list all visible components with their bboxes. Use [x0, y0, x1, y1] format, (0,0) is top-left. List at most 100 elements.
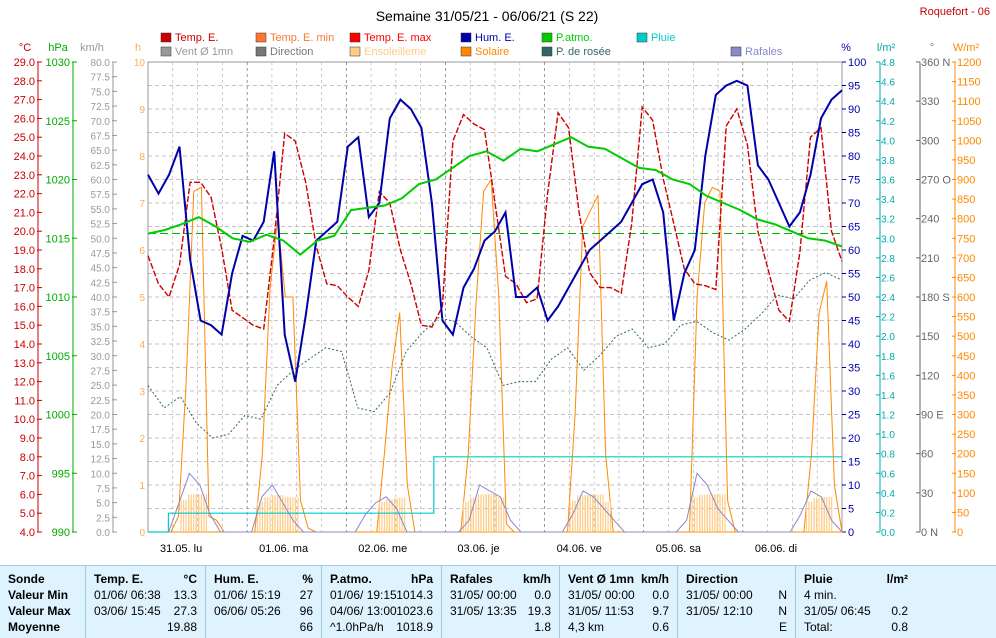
kmh-tick-label: 65.0 — [91, 146, 111, 157]
temp-max-value: 27.3 — [173, 604, 197, 618]
temp-tick-label: 26.0 — [14, 113, 35, 125]
temp-tick-label: 19.0 — [14, 245, 35, 257]
h-tick-label: 1 — [139, 481, 145, 492]
wind-distance: 4,3 km — [568, 620, 605, 634]
rain-tick-label: 1.2 — [881, 411, 895, 422]
legend-label: Temp. E. min — [270, 32, 334, 44]
rain-tick-label: 3.4 — [881, 195, 895, 206]
chart-axes: 4.05.06.07.08.09.010.011.012.013.014.015… — [14, 57, 982, 555]
pct-tick-label: 25 — [848, 410, 860, 422]
rain-tick-label: 2.2 — [881, 313, 895, 324]
temp-tick-label: 18.0 — [14, 264, 35, 276]
press-max-value: 1023.6 — [396, 604, 433, 618]
summary-hum: Hum. E.% 01/06/ 15:19 27 06/06/ 05:26 96 6… — [206, 566, 322, 638]
pct-tick-label: 30 — [848, 386, 860, 398]
h-tick-label: 0 — [139, 528, 145, 539]
day-label: 05.06. sa — [656, 543, 702, 555]
legend-label: P.atmo. — [556, 32, 593, 44]
rain-max-value: 0.2 — [891, 604, 908, 618]
dir-tick-label: 300 — [921, 135, 939, 147]
hum-unit-header: % — [302, 572, 313, 586]
temp-tick-label: 7.0 — [20, 471, 35, 483]
wm2-tick-label: 750 — [957, 233, 975, 245]
legend-label: Rafales — [745, 46, 783, 58]
kmh-tick-label: 42.5 — [91, 278, 111, 289]
temp-tick-label: 13.0 — [14, 358, 35, 370]
temp-tick-label: 23.0 — [14, 170, 35, 182]
hpa-tick-label: 1025 — [46, 116, 70, 128]
solar-line — [148, 177, 843, 533]
hum-max-time: 06/06/ 05:26 — [214, 604, 281, 618]
chart-grid — [147, 61, 843, 533]
legend-swatch — [349, 46, 361, 57]
summary-rain: Pluie l/m² 4 min. 31/05/ 06:45 0.2 Total: 0… — [796, 566, 916, 638]
day-label: 02.06. me — [358, 543, 407, 555]
press-avg-value: 1018.9 — [396, 620, 433, 634]
pct-tick-label: 70 — [848, 198, 860, 210]
temp-tick-label: 9.0 — [20, 433, 35, 445]
dir-min-value: N — [778, 588, 787, 602]
rain-tick-label: 1.4 — [881, 391, 895, 402]
rain-tick-label: 1.6 — [881, 371, 895, 382]
dir-tick-label: 30 — [921, 488, 933, 500]
pct-tick-label: 75 — [848, 175, 860, 187]
press-min-value: 1014.3 — [396, 588, 433, 602]
max-label: Valeur Max — [8, 604, 71, 618]
temp-tick-label: 8.0 — [20, 452, 35, 464]
rain-tick-label: 0.6 — [881, 469, 895, 480]
plot-area — [147, 79, 843, 533]
day-label: 04.06. ve — [557, 543, 602, 555]
wm2-tick-label: 500 — [957, 331, 975, 343]
h-tick-label: 3 — [139, 387, 145, 398]
wm2-tick-label: 1050 — [957, 116, 981, 128]
wm2-tick-label: 950 — [957, 155, 975, 167]
rain-tick-label: 4.0 — [881, 136, 895, 147]
avg-label: Moyenne — [8, 620, 61, 634]
pct-tick-label: 20 — [848, 433, 860, 445]
h-unit: h — [135, 42, 141, 54]
summary-sonde: Sonde Valeur Min Valeur Max Moyenne — [0, 566, 86, 638]
legend-swatch — [460, 32, 472, 43]
kmh-tick-label: 15.0 — [91, 440, 111, 451]
wm2-tick-label: 1000 — [957, 135, 981, 147]
rain-tick-label: 2.0 — [881, 332, 895, 343]
temp-tick-label: 25.0 — [14, 132, 35, 144]
temp-tick-label: 28.0 — [14, 76, 35, 88]
rain-tick-label: 3.6 — [881, 176, 895, 187]
rain-tick-label: 4.8 — [881, 58, 895, 69]
legend-swatch — [160, 46, 172, 57]
wind-header: Vent Ø 1mn — [568, 572, 635, 586]
wm2-tick-label: 700 — [957, 253, 975, 265]
rain-max-time: 31/05/ 06:45 — [804, 604, 871, 618]
rain-tick-label: 3.0 — [881, 234, 895, 245]
day-label: 01.06. ma — [259, 543, 309, 555]
rain-tick-label: 0.4 — [881, 489, 895, 500]
pct-tick-label: 95 — [848, 81, 860, 93]
wm2-tick-label: 50 — [957, 507, 969, 519]
pct-tick-label: 80 — [848, 151, 860, 163]
wm2-tick-label: 0 — [957, 527, 963, 539]
temp-min-time: 01/06/ 06:38 — [94, 588, 161, 602]
hpa-tick-label: 1020 — [46, 175, 70, 187]
kmh-tick-label: 30.0 — [91, 352, 111, 363]
dir-tick-label: 210 — [921, 253, 939, 265]
wm2-tick-label: 600 — [957, 292, 975, 304]
h-tick-label: 6 — [139, 246, 145, 257]
day-label: 06.06. di — [755, 543, 797, 555]
hum-min-time: 01/06/ 15:19 — [214, 588, 281, 602]
rain-total-label: Total: — [804, 620, 833, 634]
h-tick-label: 8 — [139, 152, 145, 163]
kmh-tick-label: 0.0 — [96, 528, 110, 539]
wm2-tick-label: 800 — [957, 214, 975, 226]
dir-avg-value: E — [778, 620, 787, 634]
gust-max-time: 31/05/ 13:35 — [450, 604, 517, 618]
dir-tick-label: 0 N — [921, 527, 938, 539]
temp-tick-label: 22.0 — [14, 189, 35, 201]
humidity-line — [147, 79, 843, 382]
hpa-tick-label: 1000 — [46, 410, 70, 422]
gust-min-time: 31/05/ 00:00 — [450, 588, 517, 602]
kmh-tick-label: 80.0 — [91, 58, 111, 69]
temp-tick-label: 5.0 — [20, 508, 35, 520]
kmh-tick-label: 5.0 — [96, 499, 110, 510]
temperature-line — [147, 105, 843, 330]
